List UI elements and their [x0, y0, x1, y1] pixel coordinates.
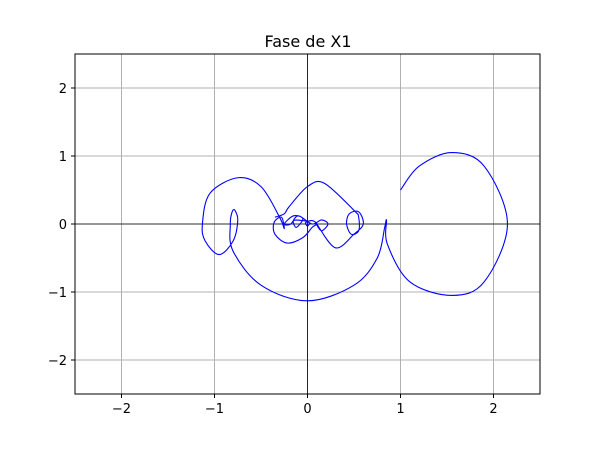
x-tick-label: 1 — [396, 402, 404, 417]
y-tick-label: −1 — [48, 286, 67, 301]
y-tick-label: 2 — [59, 82, 67, 97]
y-tick-label: 0 — [59, 218, 67, 233]
x-tick-label: −1 — [205, 402, 224, 417]
zero-axis-lines — [75, 54, 540, 394]
chart-title: Fase de X1 — [264, 32, 351, 51]
y-tick-label: 1 — [59, 150, 67, 165]
axis-ticks: −2 −1 0 1 2 −2 −1 0 1 2 — [48, 82, 498, 417]
x-tick-label: 2 — [489, 402, 497, 417]
x-tick-label: −2 — [112, 402, 131, 417]
x-tick-label: 0 — [303, 402, 311, 417]
series-line — [201, 152, 508, 302]
data-layer — [201, 152, 508, 302]
y-tick-label: −2 — [48, 354, 67, 369]
